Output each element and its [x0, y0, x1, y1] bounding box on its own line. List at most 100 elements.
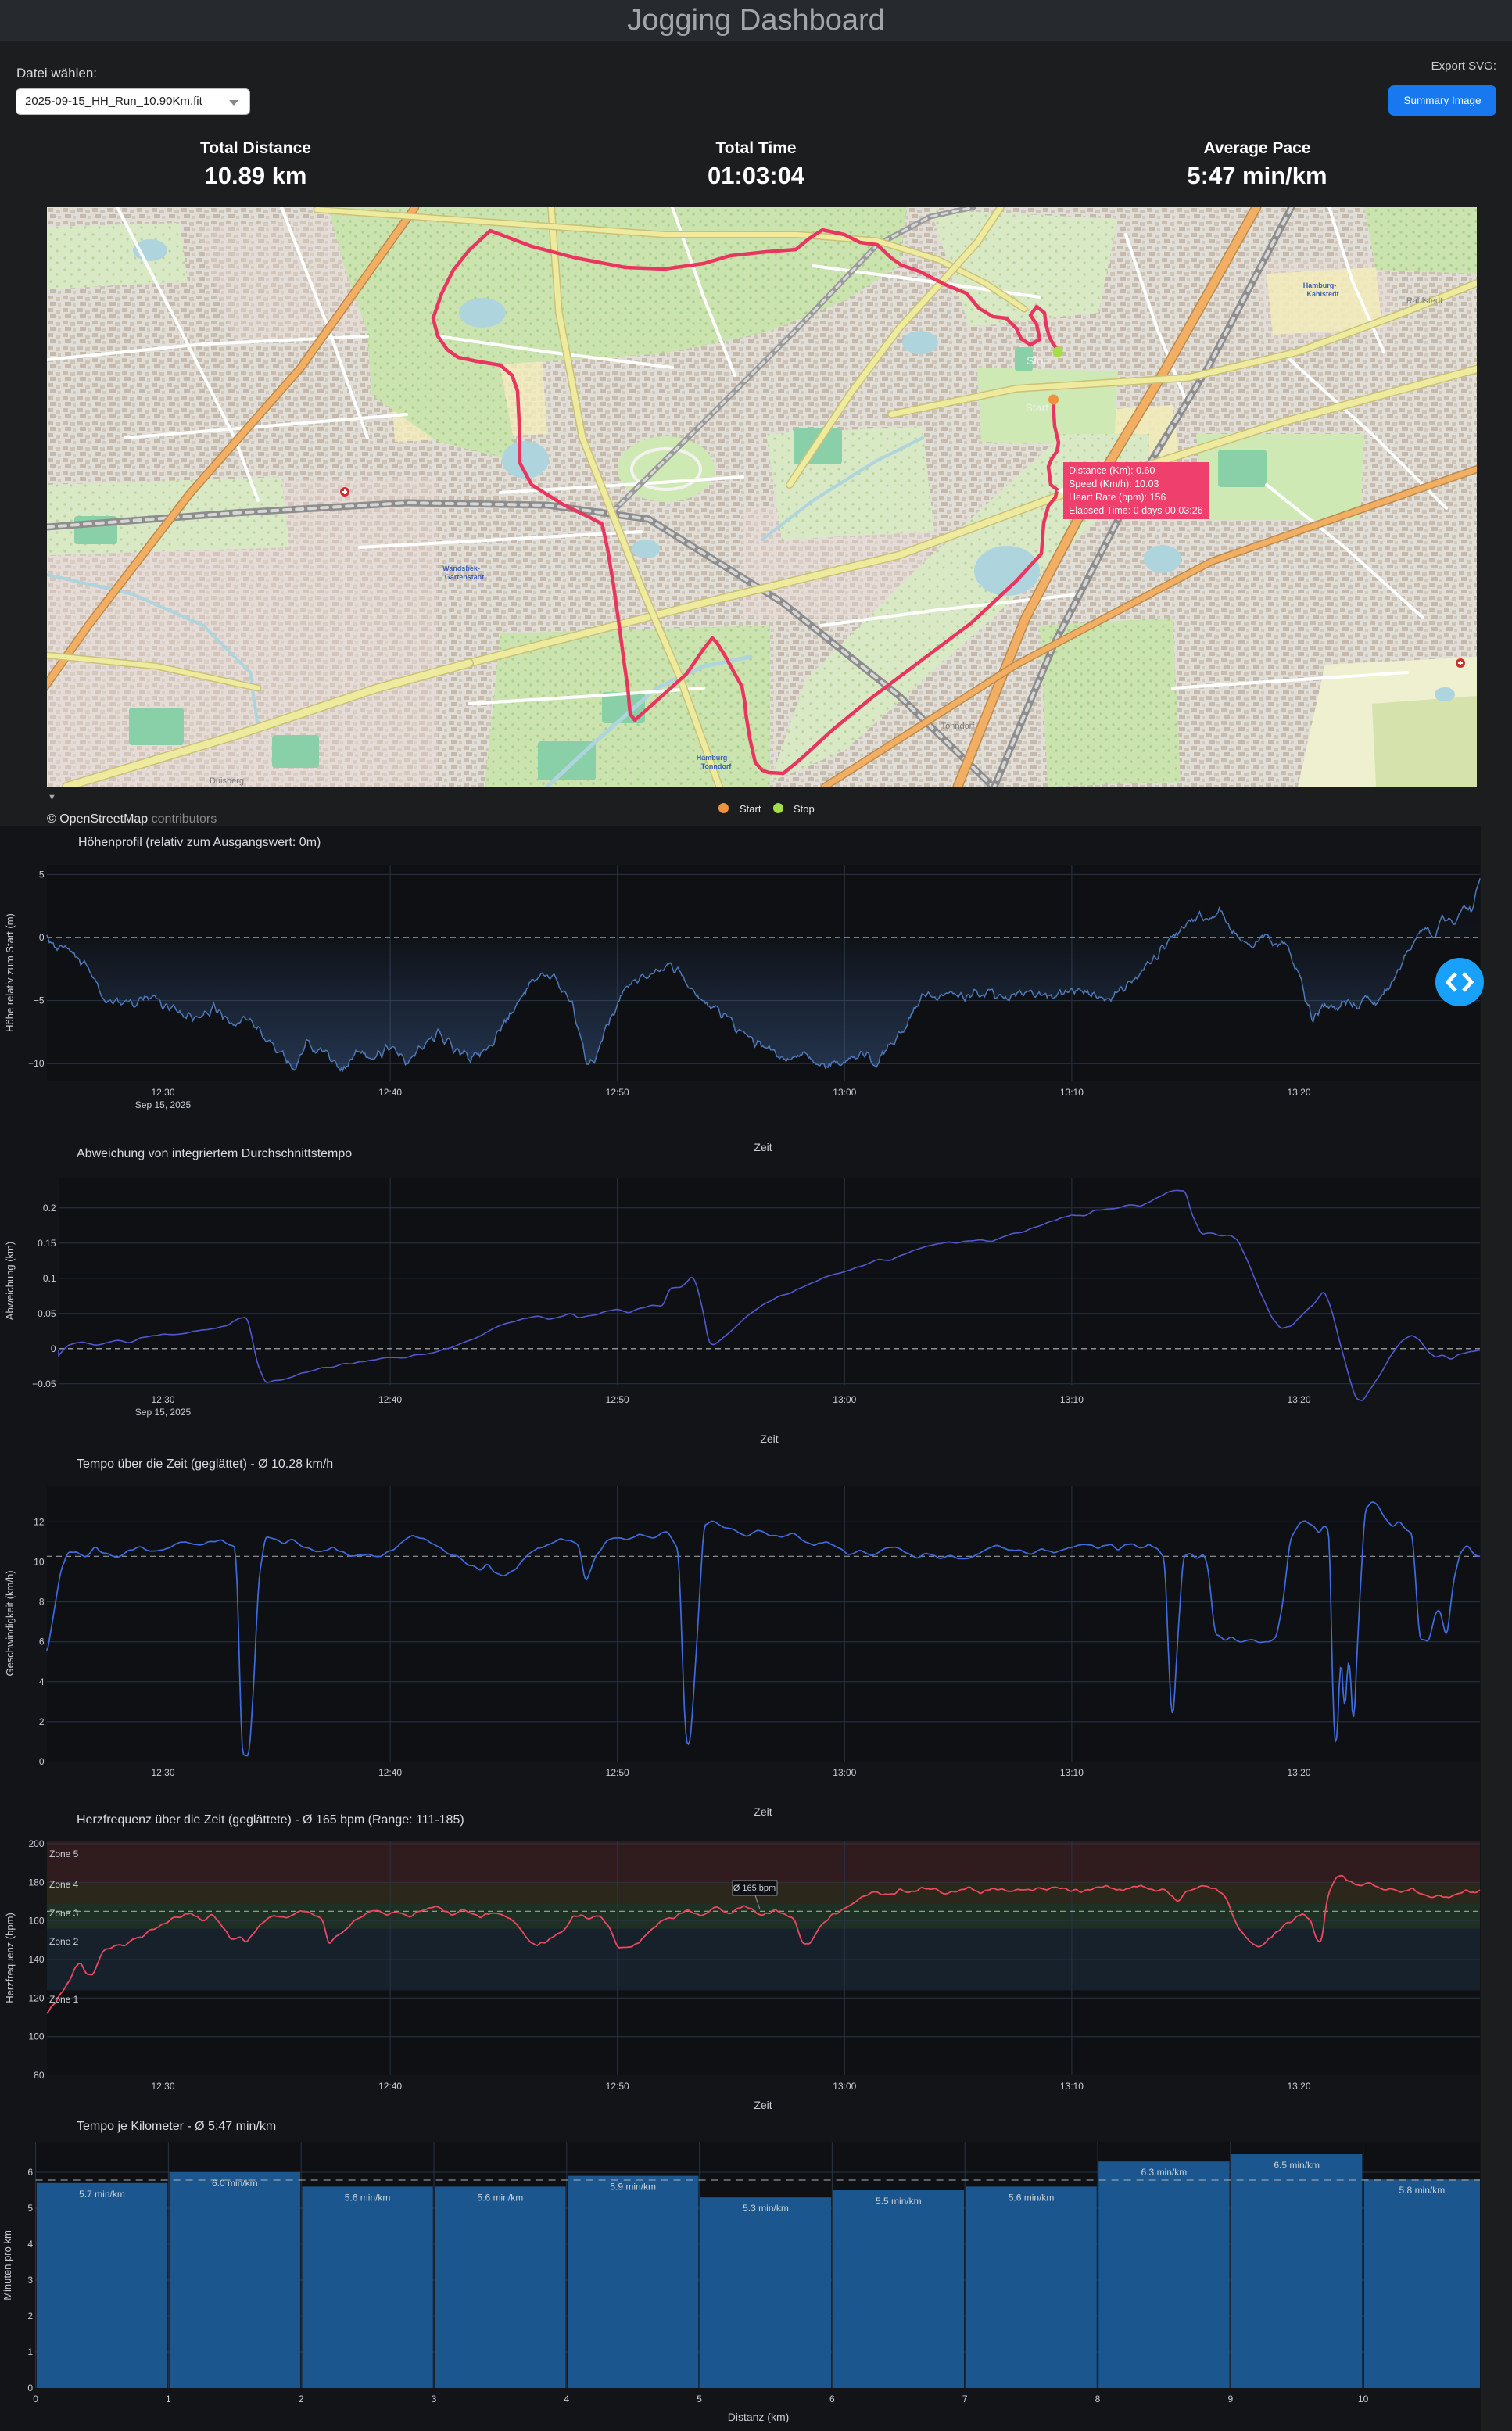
svg-text:Zeit: Zeit — [754, 1805, 772, 1818]
svg-text:12:40: 12:40 — [378, 1087, 402, 1098]
svg-text:13:00: 13:00 — [833, 1087, 856, 1098]
svg-text:6: 6 — [829, 2393, 835, 2404]
svg-text:12:40: 12:40 — [378, 1394, 402, 1405]
svg-text:0.05: 0.05 — [38, 1308, 56, 1319]
svg-text:−0.05: −0.05 — [32, 1379, 56, 1389]
svg-text:13:20: 13:20 — [1287, 1767, 1310, 1778]
svg-text:0: 0 — [27, 2383, 33, 2393]
svg-text:1: 1 — [166, 2393, 171, 2404]
svg-text:13:20: 13:20 — [1287, 2081, 1310, 2092]
svg-text:0.1: 0.1 — [43, 1273, 56, 1284]
svg-text:Gartenstadt: Gartenstadt — [445, 573, 485, 581]
svg-text:6: 6 — [27, 2167, 33, 2178]
svg-text:Hamburg-: Hamburg- — [697, 754, 730, 762]
svg-text:Duisberg: Duisberg — [210, 776, 244, 786]
svg-text:5: 5 — [697, 2393, 702, 2404]
svg-text:0: 0 — [39, 932, 45, 943]
svg-text:Distanz (km): Distanz (km) — [728, 2411, 790, 2423]
svg-text:5: 5 — [27, 2203, 33, 2214]
svg-text:Zone 2: Zone 2 — [49, 1936, 79, 1947]
svg-text:Höhenprofil (relativ zum Ausga: Höhenprofil (relativ zum Ausgangswert: 0… — [78, 836, 321, 849]
svg-text:9: 9 — [1227, 2393, 1233, 2404]
svg-text:2: 2 — [299, 2393, 304, 2404]
svg-text:10: 10 — [1358, 2393, 1369, 2404]
svg-text:Hamburg-: Hamburg- — [1303, 281, 1337, 289]
svg-text:Zeit: Zeit — [754, 2099, 772, 2111]
svg-text:10: 10 — [34, 1557, 45, 1568]
svg-text:Wandsbek-: Wandsbek- — [442, 565, 480, 572]
svg-text:5.6 min/km: 5.6 min/km — [478, 2192, 524, 2203]
svg-text:13:00: 13:00 — [833, 1767, 856, 1778]
svg-text:Stop: Stop — [1027, 354, 1049, 367]
svg-text:12:30: 12:30 — [151, 1767, 174, 1778]
svg-text:12: 12 — [34, 1516, 45, 1527]
svg-text:5.7 min/km: 5.7 min/km — [79, 2189, 125, 2200]
svg-text:−10: −10 — [28, 1058, 45, 1069]
svg-text:0: 0 — [51, 1343, 56, 1354]
svg-text:6.5 min/km: 6.5 min/km — [1274, 2160, 1320, 2171]
svg-text:13:10: 13:10 — [1060, 1087, 1084, 1098]
svg-text:4: 4 — [27, 2239, 33, 2250]
svg-text:4: 4 — [564, 2393, 569, 2404]
svg-text:12:40: 12:40 — [378, 1767, 402, 1778]
svg-text:7: 7 — [962, 2393, 968, 2404]
svg-text:Start: Start — [1026, 401, 1049, 414]
svg-text:2: 2 — [27, 2311, 33, 2322]
svg-text:0.2: 0.2 — [43, 1203, 56, 1214]
svg-text:12:50: 12:50 — [606, 1767, 629, 1778]
svg-text:8: 8 — [1095, 2393, 1101, 2404]
svg-text:−5: −5 — [34, 995, 45, 1006]
svg-text:140: 140 — [28, 1954, 44, 1965]
svg-text:80: 80 — [34, 2070, 45, 2081]
svg-text:13:00: 13:00 — [833, 1394, 856, 1405]
svg-text:6: 6 — [39, 1637, 45, 1648]
svg-text:Abweichung von integriertem Du: Abweichung von integriertem Durchschnitt… — [77, 1147, 352, 1160]
svg-text:100: 100 — [28, 2031, 44, 2042]
svg-text:Geschwindigkeit (km/h): Geschwindigkeit (km/h) — [4, 1570, 16, 1676]
svg-text:6.3 min/km: 6.3 min/km — [1141, 2167, 1188, 2178]
svg-text:120: 120 — [28, 1992, 44, 2003]
svg-text:5: 5 — [39, 869, 45, 880]
svg-text:5.6 min/km: 5.6 min/km — [345, 2192, 391, 2203]
svg-text:12:50: 12:50 — [606, 1394, 629, 1405]
svg-text:Speed (Km/h): 10.03: Speed (Km/h): 10.03 — [1069, 479, 1159, 489]
svg-text:Kahlstedt: Kahlstedt — [1306, 290, 1338, 298]
svg-text:Elapsed Time: 0 days 00:03:26: Elapsed Time: 0 days 00:03:26 — [1069, 505, 1203, 516]
svg-text:13:20: 13:20 — [1287, 1087, 1310, 1098]
svg-text:12:40: 12:40 — [378, 2081, 402, 2092]
svg-text:Rahlstedt: Rahlstedt — [1406, 296, 1442, 306]
svg-text:Tonndorf: Tonndorf — [701, 762, 733, 770]
svg-text:5.5 min/km: 5.5 min/km — [876, 2196, 922, 2207]
svg-text:Ø 165 bpm: Ø 165 bpm — [733, 1884, 776, 1893]
svg-text:Sep 15, 2025: Sep 15, 2025 — [135, 1407, 192, 1418]
svg-text:Sep 15, 2025: Sep 15, 2025 — [135, 1099, 192, 1110]
svg-text:Zeit: Zeit — [760, 1432, 778, 1445]
svg-text:12:30: 12:30 — [151, 2081, 174, 2092]
svg-text:Minuten pro km: Minuten pro km — [2, 2230, 13, 2300]
svg-text:3: 3 — [432, 2393, 437, 2404]
svg-text:Tempo über die Zeit (geglättet: Tempo über die Zeit (geglättet) - Ø 10.2… — [77, 1458, 333, 1471]
svg-text:5.8 min/km: 5.8 min/km — [1399, 2185, 1446, 2196]
svg-text:Zone 4: Zone 4 — [49, 1879, 79, 1890]
svg-text:12:50: 12:50 — [606, 2081, 629, 2092]
svg-text:5.6 min/km: 5.6 min/km — [1009, 2192, 1055, 2203]
svg-text:Distance (Km): 0.60: Distance (Km): 0.60 — [1069, 465, 1155, 476]
svg-text:Abweichung (km): Abweichung (km) — [4, 1242, 16, 1320]
svg-text:Höhe relativ zum Start (m): Höhe relativ zum Start (m) — [4, 913, 16, 1032]
svg-text:180: 180 — [28, 1877, 44, 1888]
svg-text:0.15: 0.15 — [38, 1238, 56, 1249]
svg-text:Zone 1: Zone 1 — [49, 1994, 79, 2005]
svg-text:13:20: 13:20 — [1287, 1394, 1310, 1405]
svg-text:1: 1 — [27, 2347, 33, 2357]
svg-text:12:30: 12:30 — [151, 1394, 174, 1405]
svg-text:0: 0 — [39, 1756, 45, 1767]
svg-text:5.3 min/km: 5.3 min/km — [743, 2203, 789, 2214]
svg-text:Herzfrequenz (bpm): Herzfrequenz (bpm) — [4, 1913, 16, 2003]
svg-text:13:10: 13:10 — [1060, 1394, 1084, 1405]
svg-text:4: 4 — [39, 1676, 45, 1687]
svg-text:6.0 min/km: 6.0 min/km — [212, 2178, 258, 2189]
svg-text:12:50: 12:50 — [606, 1087, 629, 1098]
svg-text:Herzfrequenz über die Zeit (ge: Herzfrequenz über die Zeit (geglättete) … — [77, 1813, 464, 1827]
svg-text:8: 8 — [39, 1597, 45, 1608]
svg-text:200: 200 — [28, 1838, 44, 1849]
